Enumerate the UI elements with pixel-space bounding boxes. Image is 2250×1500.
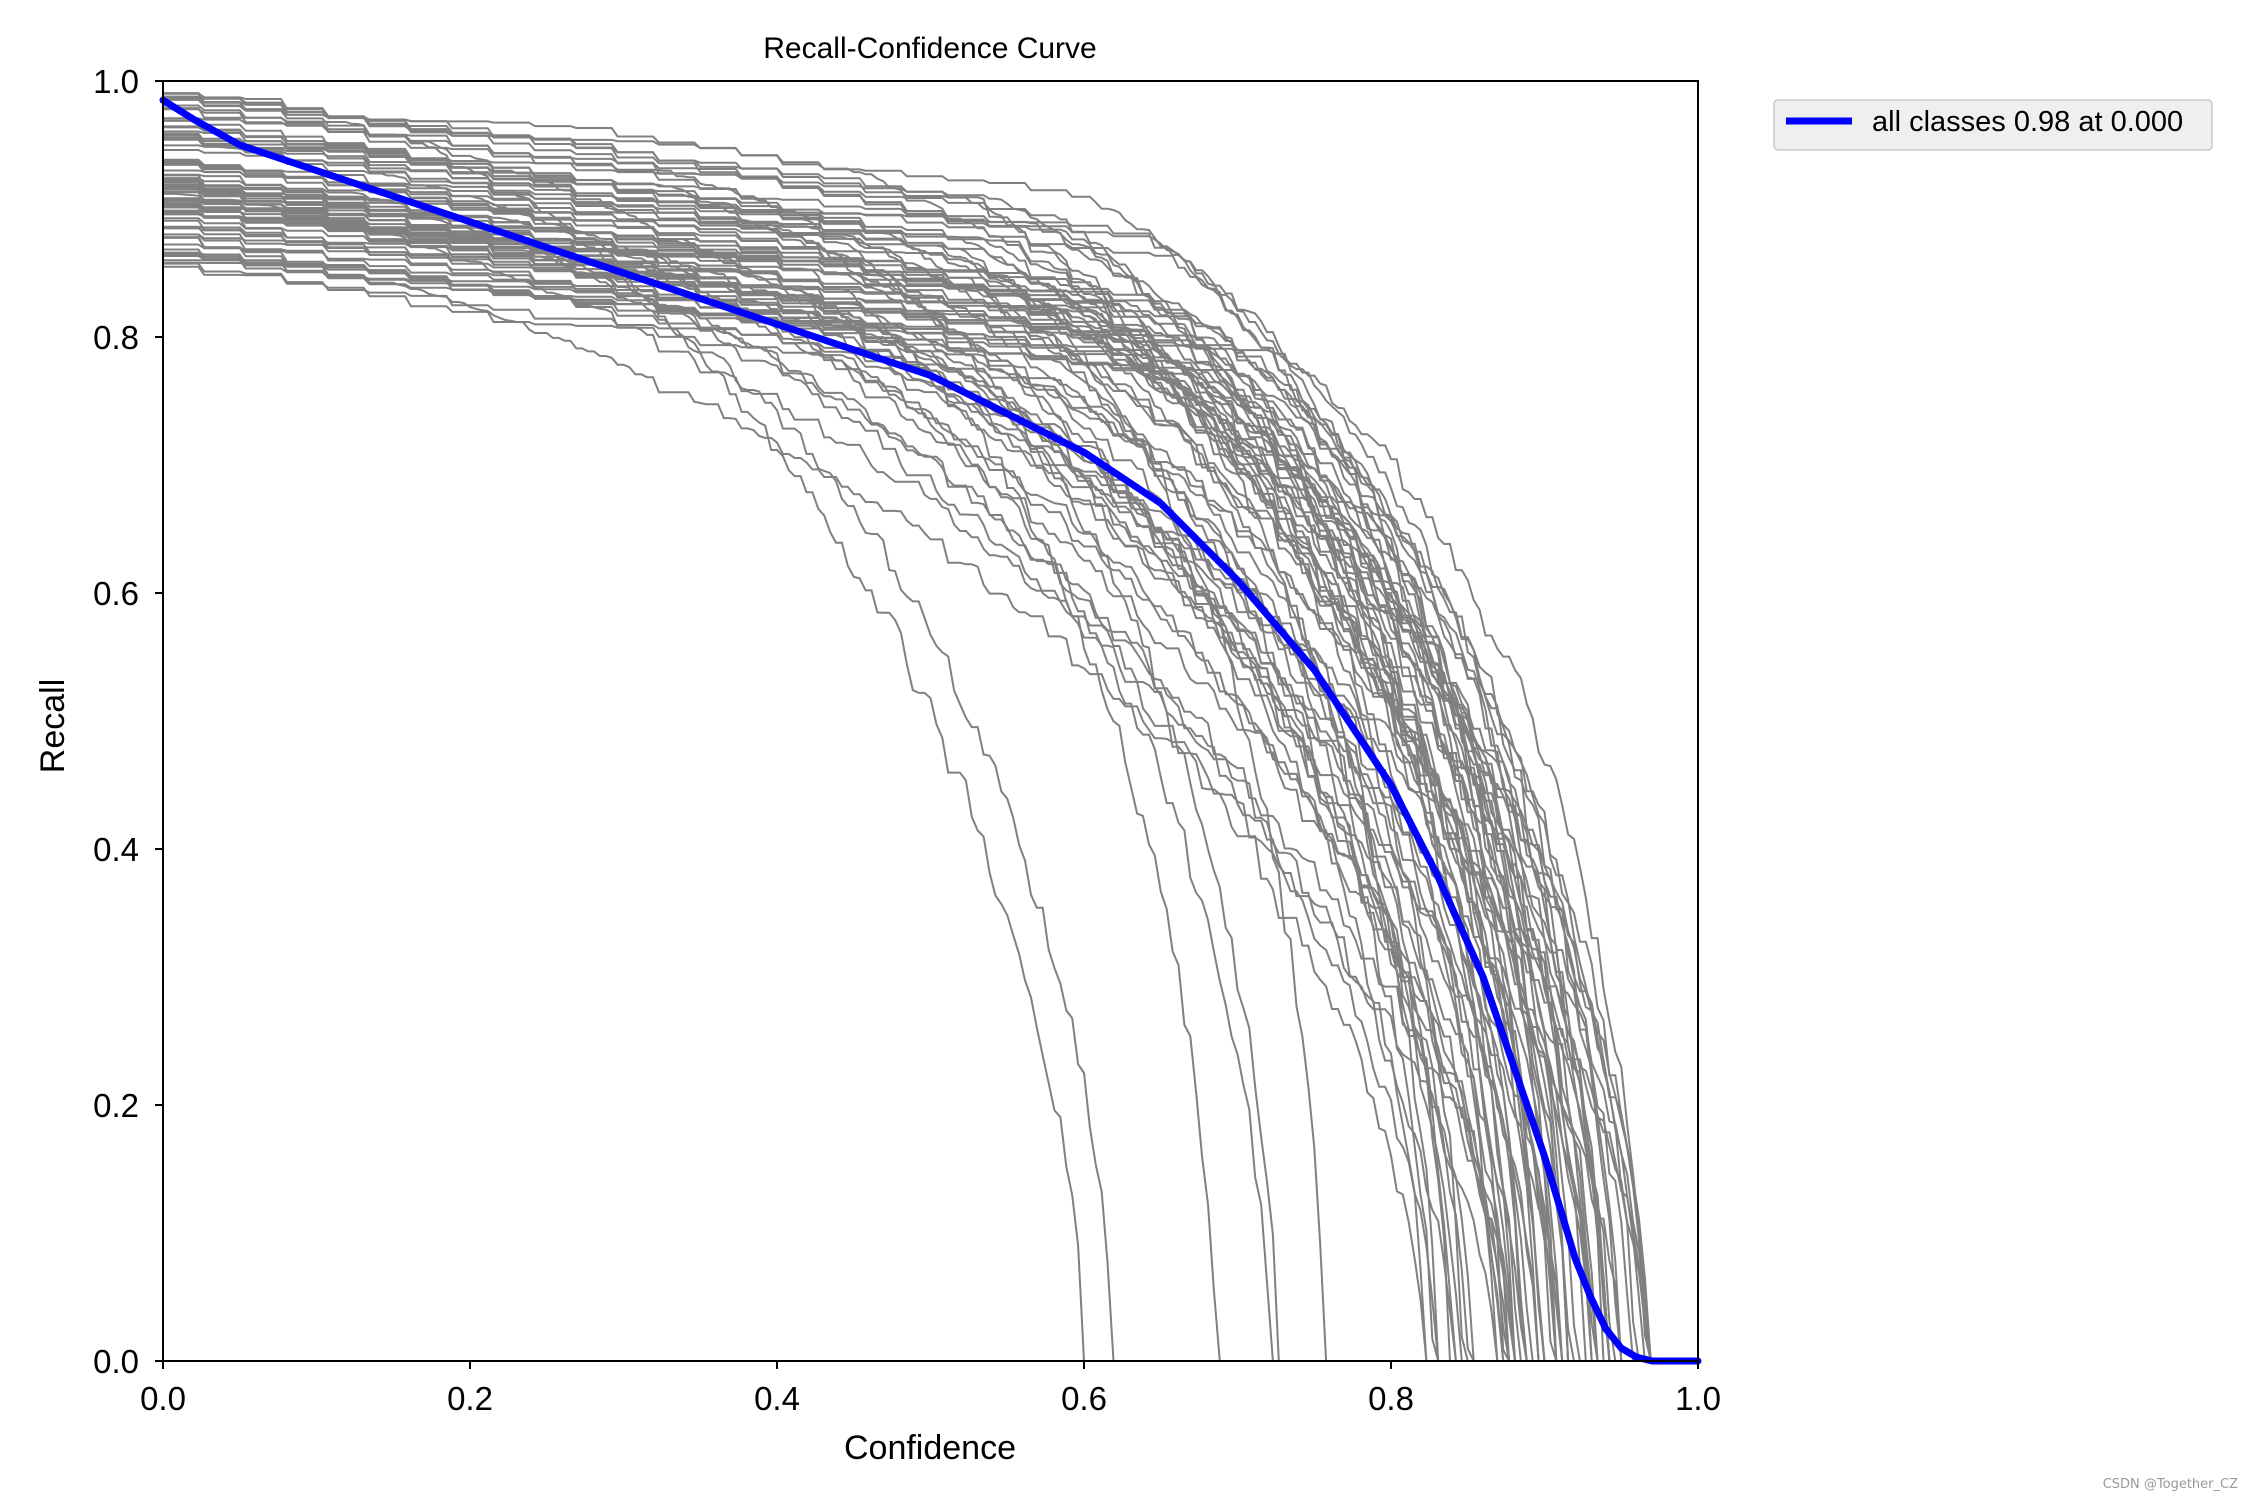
class-curve bbox=[163, 259, 1698, 1362]
y-axis-ticks: 0.0 0.2 0.4 0.6 0.8 1.0 bbox=[93, 63, 163, 1380]
class-curve bbox=[163, 163, 1698, 1362]
class-curve bbox=[163, 130, 1698, 1362]
class-curve bbox=[163, 108, 1698, 1362]
class-curve bbox=[163, 119, 1698, 1362]
legend: all classes 0.98 at 0.000 bbox=[1773, 99, 2213, 151]
y-axis-label: Recall bbox=[34, 679, 72, 773]
class-curve bbox=[163, 191, 1698, 1362]
series-all-classes-line bbox=[159, 96, 1702, 1365]
x-tick-label: 1.0 bbox=[1675, 1380, 1721, 1417]
x-tick-label: 0.4 bbox=[754, 1380, 800, 1417]
chart-title: Recall-Confidence Curve bbox=[763, 32, 1097, 65]
class-curve bbox=[163, 95, 1698, 1362]
class-curve bbox=[163, 199, 1698, 1362]
class-curves bbox=[163, 92, 1698, 1362]
class-curve bbox=[163, 158, 1698, 1362]
class-curve bbox=[163, 192, 1698, 1362]
class-curve bbox=[163, 236, 1698, 1362]
class-curve bbox=[163, 117, 1698, 1362]
main-series bbox=[159, 96, 1702, 1365]
y-tick-label: 0.4 bbox=[93, 831, 139, 868]
y-tick-label: 0.2 bbox=[93, 1087, 139, 1124]
class-curve bbox=[163, 243, 1698, 1362]
class-curve bbox=[163, 225, 1698, 1362]
class-curve bbox=[163, 217, 1698, 1362]
class-curve bbox=[163, 265, 1698, 1362]
x-tick-label: 0.6 bbox=[1061, 1380, 1107, 1417]
y-tick-label: 1.0 bbox=[93, 63, 139, 100]
x-axis-label: Confidence bbox=[844, 1429, 1016, 1467]
watermark: CSDN @Together_CZ bbox=[2102, 1477, 2238, 1492]
y-tick-label: 0.6 bbox=[93, 575, 139, 612]
class-curve bbox=[163, 233, 1698, 1362]
class-curve bbox=[163, 252, 1698, 1362]
x-tick-label: 0.8 bbox=[1368, 1380, 1414, 1417]
legend-box bbox=[1773, 99, 2213, 151]
y-tick-label: 0.0 bbox=[93, 1343, 139, 1380]
y-tick-label: 0.8 bbox=[93, 319, 139, 356]
x-axis-ticks: 0.0 0.2 0.4 0.6 0.8 1.0 bbox=[140, 1361, 1721, 1417]
class-curve bbox=[163, 159, 1698, 1362]
class-curve bbox=[163, 98, 1698, 1362]
class-curve bbox=[163, 251, 1698, 1362]
class-curve bbox=[163, 179, 1698, 1362]
class-curve bbox=[163, 204, 1698, 1362]
class-curve bbox=[163, 199, 1698, 1362]
class-curve bbox=[163, 92, 1698, 1362]
class-curve bbox=[163, 119, 1698, 1362]
class-curve bbox=[163, 205, 1698, 1362]
x-tick-label: 0.2 bbox=[447, 1380, 493, 1417]
class-curve bbox=[163, 262, 1698, 1362]
x-tick-label: 0.0 bbox=[140, 1380, 186, 1417]
plot-frame bbox=[162, 80, 1699, 1362]
legend-label: all classes 0.98 at 0.000 bbox=[1872, 106, 2183, 138]
class-curve bbox=[163, 138, 1698, 1362]
